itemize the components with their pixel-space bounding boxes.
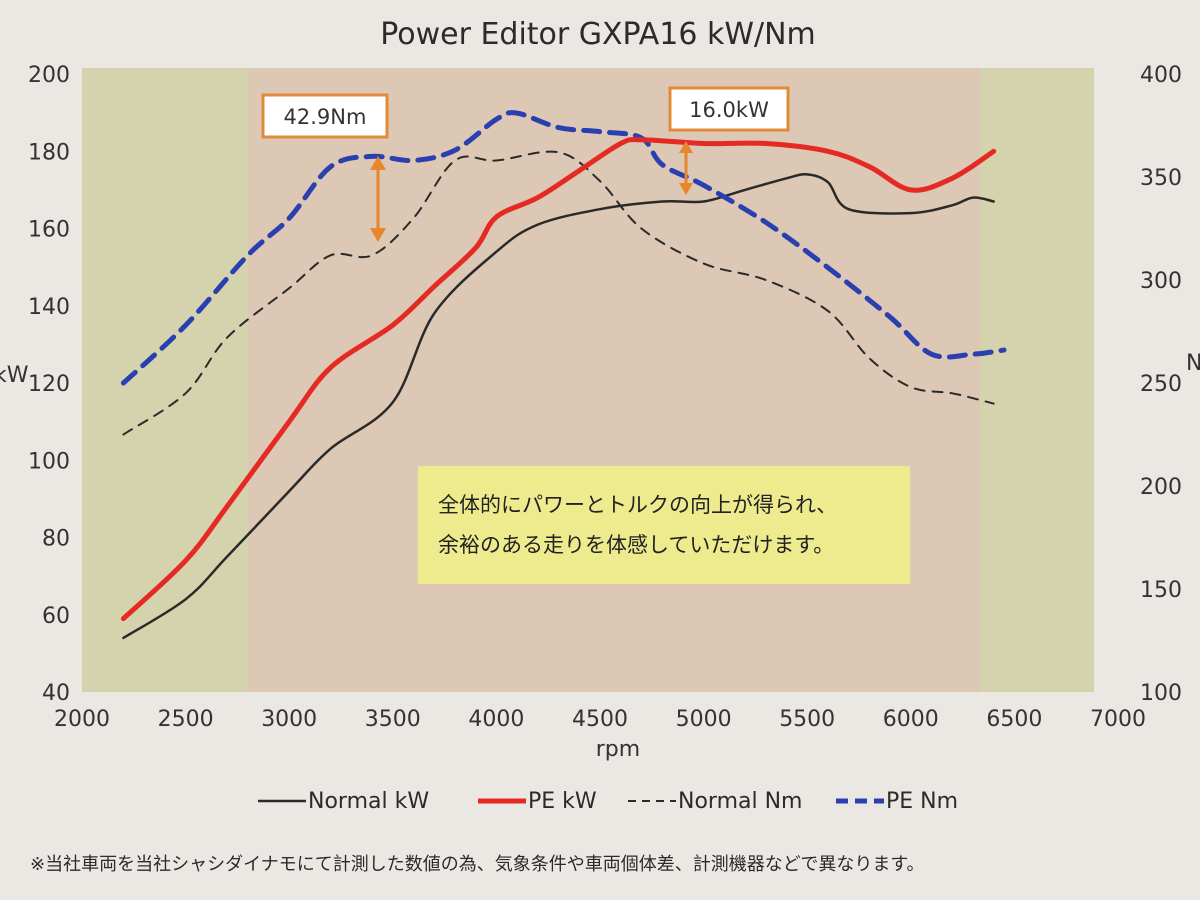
- left-tick-label: 160: [28, 218, 70, 243]
- footnote: ※当社車両を当社シャシダイナモにて計測した数値の為、気象条件や車両個体差、計測機…: [30, 854, 925, 875]
- left-tick-label: 120: [28, 372, 70, 397]
- x-axis-label: rpm: [596, 737, 640, 762]
- x-axis-ticks: 2000 2500 3000 3500 4000 4500 5000 5500 6000 6500…: [54, 707, 1146, 732]
- annotation-torque-arrowhead-bottom: [370, 228, 386, 242]
- x-tick-label: 2500: [158, 707, 214, 732]
- chart-title: Power Editor GXPA16 kW/Nm: [380, 17, 816, 52]
- legend-label: Normal Nm: [678, 789, 802, 814]
- message-box: 全体的にパワーとトルクの向上が得られ、 余裕のある走りを体感していただけます。: [418, 466, 910, 584]
- left-tick-label: 60: [42, 604, 70, 629]
- right-tick-label: 350: [1140, 166, 1182, 191]
- right-tick-label: 250: [1140, 372, 1182, 397]
- left-tick-label: 140: [28, 295, 70, 320]
- series-line-normal-nm: [122, 150, 995, 436]
- legend-label: PE kW: [528, 789, 597, 814]
- x-tick-label: 4000: [468, 707, 524, 732]
- annotation-torque-gain: 42.9Nm: [261, 93, 389, 242]
- right-axis-ticks: 100 150 200 250 300 350 400: [1140, 63, 1182, 706]
- legend-label: PE Nm: [886, 789, 958, 814]
- series-line-pe-nm: [120, 110, 1007, 386]
- annotation-power-text: 16.0kW: [689, 98, 769, 122]
- x-tick-label: 4500: [572, 707, 628, 732]
- right-tick-label: 150: [1140, 578, 1182, 603]
- message-line-1: 全体的にパワーとトルクの向上が得られ、: [438, 493, 837, 517]
- x-tick-label: 3000: [261, 707, 317, 732]
- plot-highlight-region: [248, 68, 980, 692]
- left-tick-label: 40: [42, 681, 70, 706]
- annotation-power-gain: 16.0kW: [668, 86, 790, 195]
- left-axis-label: kW: [0, 363, 29, 388]
- message-box-background: [418, 466, 910, 584]
- legend: Normal kW PE kW Normal Nm PE Nm: [258, 789, 958, 814]
- right-tick-label: 200: [1140, 475, 1182, 500]
- series-line-normal-kw: [122, 173, 995, 640]
- legend-label: Normal kW: [308, 789, 429, 814]
- left-tick-label: 100: [28, 449, 70, 474]
- right-tick-label: 400: [1140, 63, 1182, 88]
- annotation-power-box: [668, 86, 790, 132]
- left-tick-label: 200: [28, 63, 70, 88]
- left-tick-label: 180: [28, 140, 70, 165]
- annotation-power-arrowhead-bottom: [679, 183, 693, 195]
- series-group: [120, 110, 1007, 640]
- x-tick-label: 2000: [54, 707, 110, 732]
- left-tick-label: 80: [42, 527, 70, 552]
- annotation-power-arrowhead-top: [679, 141, 693, 153]
- right-tick-label: 300: [1140, 269, 1182, 294]
- x-tick-label: 3500: [365, 707, 421, 732]
- x-tick-label: 5500: [779, 707, 835, 732]
- annotation-torque-text: 42.9Nm: [284, 105, 367, 129]
- left-axis-ticks: 40 60 80 100 120 140 160 180 200: [28, 63, 70, 706]
- right-axis-label: Nm: [1186, 351, 1200, 376]
- x-tick-label: 7000: [1090, 707, 1146, 732]
- series-line-pe-kw: [120, 137, 997, 622]
- x-tick-label: 6000: [883, 707, 939, 732]
- x-tick-label: 6500: [986, 707, 1042, 732]
- x-tick-label: 5000: [676, 707, 732, 732]
- annotation-torque-box: [261, 93, 389, 139]
- right-tick-label: 100: [1140, 681, 1182, 706]
- annotation-torque-arrowhead-top: [370, 156, 386, 170]
- message-line-2: 余裕のある走りを体感していただけます。: [438, 533, 834, 557]
